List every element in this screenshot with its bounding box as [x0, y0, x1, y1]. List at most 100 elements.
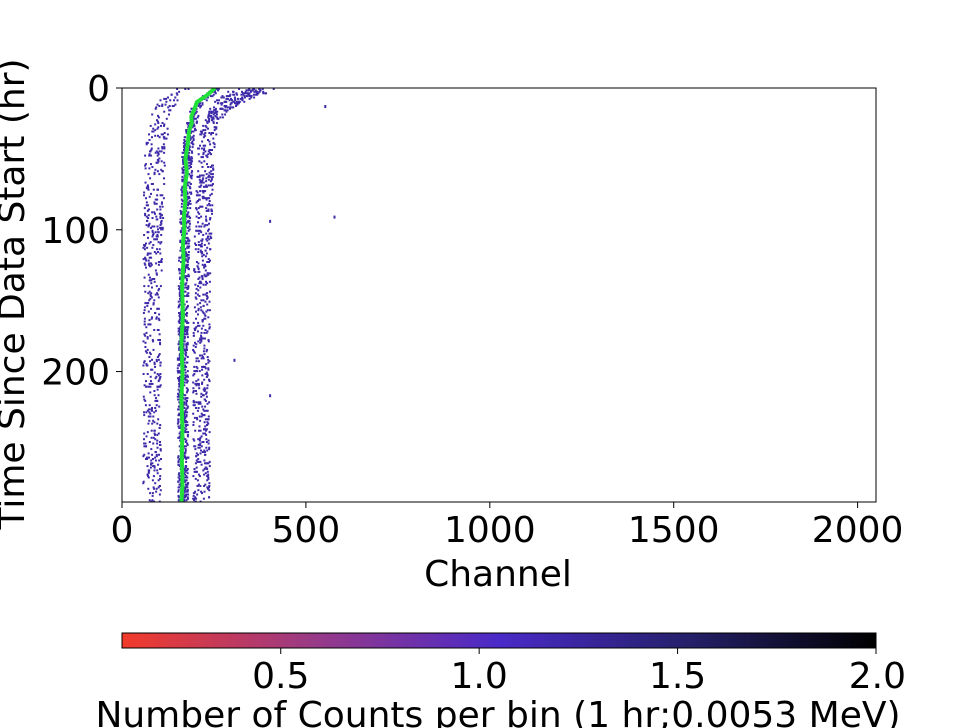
count-cell	[143, 333, 146, 336]
count-cell	[155, 252, 158, 255]
count-cell	[182, 163, 185, 166]
count-cell	[200, 282, 203, 285]
count-cell	[184, 276, 187, 279]
count-cell	[145, 266, 147, 269]
count-cell	[254, 93, 257, 96]
count-cell	[160, 160, 163, 163]
count-cell	[178, 268, 180, 271]
count-cell	[186, 195, 189, 198]
count-cell	[148, 208, 150, 211]
count-cell	[142, 246, 145, 249]
count-cell	[192, 123, 195, 126]
count-cell	[158, 136, 161, 139]
count-cell	[208, 238, 211, 241]
count-cell	[205, 154, 208, 157]
count-cell	[197, 221, 199, 224]
count-cell	[208, 378, 210, 381]
count-cell	[182, 340, 185, 343]
count-cell	[214, 107, 217, 110]
count-cell	[153, 390, 156, 392]
count-cell	[183, 426, 186, 429]
count-cell	[207, 166, 210, 168]
count-cell	[178, 445, 181, 448]
count-cell	[187, 253, 190, 256]
count-cell	[144, 442, 147, 445]
count-cell	[159, 339, 161, 341]
count-cell	[219, 116, 222, 119]
count-cell	[151, 231, 154, 234]
count-cell	[154, 438, 157, 441]
count-cell	[193, 306, 196, 309]
count-cell	[210, 232, 213, 235]
count-cell	[157, 151, 159, 154]
count-cell	[196, 479, 199, 482]
count-cell	[142, 455, 145, 458]
count-cell	[229, 103, 232, 106]
count-cell	[177, 414, 180, 417]
count-cell	[146, 253, 149, 256]
count-cell	[195, 452, 198, 455]
count-cell	[194, 346, 197, 348]
count-cell	[186, 476, 189, 479]
count-cell	[204, 263, 206, 266]
count-cell	[157, 317, 160, 320]
count-cell	[216, 116, 219, 119]
count-cell	[214, 114, 217, 117]
count-cell	[156, 385, 159, 388]
count-cell	[143, 194, 145, 197]
count-cell	[207, 114, 210, 117]
count-cell	[144, 212, 147, 215]
count-cell	[196, 175, 199, 178]
count-cell	[144, 350, 147, 353]
count-cell	[196, 493, 199, 496]
count-cell	[148, 222, 151, 225]
count-cell	[187, 229, 190, 232]
count-cell	[209, 149, 212, 151]
count-cell	[197, 360, 200, 363]
count-cell	[209, 180, 212, 183]
count-cell	[156, 373, 159, 375]
count-cell	[155, 285, 158, 288]
count-cell	[192, 438, 195, 441]
count-cell	[211, 209, 213, 212]
count-cell	[207, 229, 209, 232]
count-cell	[208, 200, 211, 202]
count-cell	[148, 469, 151, 472]
count-cell	[187, 258, 190, 261]
count-cell	[177, 460, 180, 463]
count-cell	[205, 126, 208, 129]
count-cell	[186, 246, 189, 249]
count-cell	[187, 242, 190, 245]
count-cell	[206, 486, 209, 489]
count-cell	[207, 316, 210, 319]
count-cell	[186, 181, 189, 184]
x-tick-label: 1000	[444, 510, 536, 551]
count-cell	[143, 276, 146, 279]
count-cell	[224, 100, 226, 103]
count-cell	[209, 184, 212, 187]
count-cell	[200, 225, 203, 228]
count-cell	[185, 132, 188, 134]
count-cell	[182, 168, 185, 171]
count-cell	[212, 120, 215, 123]
count-cell	[177, 490, 180, 493]
count-cell	[200, 331, 203, 334]
count-cell	[220, 96, 223, 99]
count-cell	[205, 392, 208, 395]
count-cell	[198, 475, 201, 478]
count-cell	[147, 470, 150, 473]
count-cell	[241, 99, 244, 102]
count-cell	[192, 134, 195, 137]
count-cell	[189, 207, 192, 210]
count-cell	[156, 234, 159, 236]
count-cell	[197, 105, 200, 107]
count-cell	[147, 476, 150, 479]
count-cell	[153, 171, 156, 174]
count-cell	[186, 286, 189, 289]
count-cell	[184, 265, 187, 268]
count-cell	[204, 119, 207, 122]
count-cell	[156, 235, 159, 238]
count-cell	[153, 371, 156, 374]
count-cell	[185, 428, 188, 431]
count-cell	[178, 375, 181, 378]
